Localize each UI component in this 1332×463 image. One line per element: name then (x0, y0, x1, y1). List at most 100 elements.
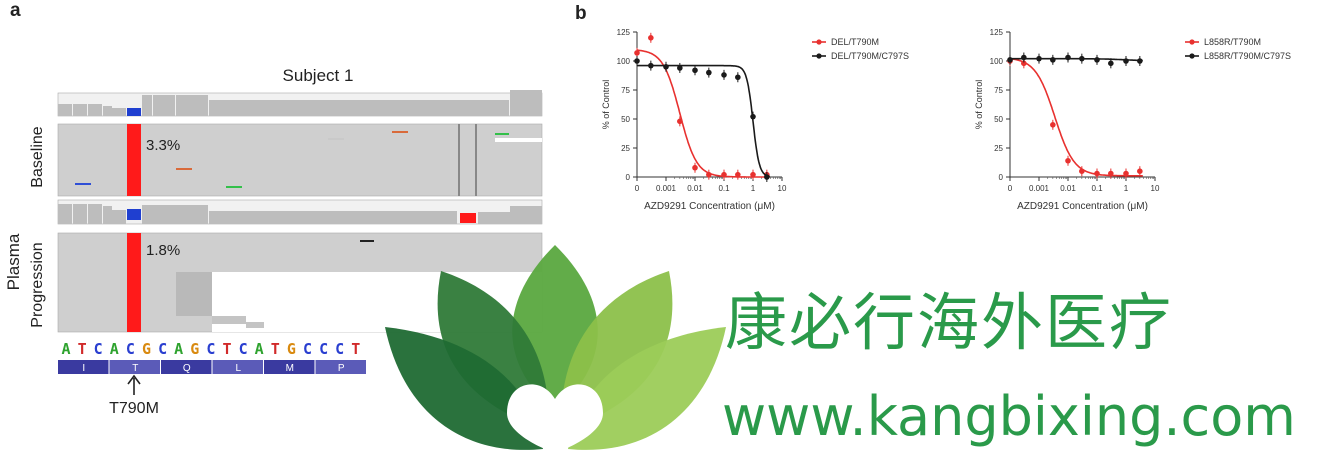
chart2-y-tick-label: 50 (994, 115, 1003, 124)
chart1-marker (648, 35, 654, 41)
chart1-data-point (634, 56, 640, 66)
chart1-data-point (764, 172, 770, 182)
chart2-y-tick-label: 100 (990, 57, 1004, 66)
chart1-y-tick-label: 125 (617, 28, 631, 37)
chart2-marker (1065, 157, 1071, 164)
chart2-data-point (1108, 168, 1114, 179)
chart2-data-point (1079, 53, 1085, 64)
amino-acid-cell (315, 360, 366, 374)
panel-a-label: a (10, 0, 21, 21)
chart1-x-tick-label: 0 (635, 184, 640, 193)
amino-acid-cell (109, 360, 160, 374)
chart1-data-point (692, 65, 698, 76)
chart2-marker (1021, 54, 1027, 61)
chart2-data-point (1036, 53, 1042, 64)
amino-acid-cell (161, 360, 212, 374)
chart2-legend-marker (1189, 39, 1195, 45)
sequence-base: T (271, 340, 280, 358)
chart2-x-tick-label: 0.001 (1029, 184, 1050, 193)
chart2-legend-marker (1189, 53, 1195, 59)
chart2-data-point (1079, 166, 1085, 177)
sequence-base: A (174, 340, 183, 358)
chart1-y-tick-label: 25 (621, 144, 630, 153)
chart1-marker (634, 58, 640, 64)
mutation-arrow (127, 374, 141, 395)
igv-subject-title: Subject 1 (283, 66, 354, 85)
chart1-marker (750, 171, 756, 178)
chart1-data-point (706, 169, 712, 180)
chart1-legend-label: DEL/T790M (831, 37, 879, 47)
chart1-x-tick-label: 0.001 (656, 184, 677, 193)
chart1-marker (634, 50, 640, 56)
chart1-data-point (677, 62, 683, 73)
sequence-base: C (239, 340, 248, 358)
baseline-mutation-bar (127, 124, 141, 196)
chart1-data-point (706, 67, 712, 78)
amino-acid-cell (264, 360, 315, 374)
chart1-data-point (648, 32, 654, 43)
chart1-marker (692, 164, 698, 171)
mutation-label: T790M (109, 400, 159, 417)
amino-acid-label: Q (183, 363, 191, 374)
watermark-url-text: www.kangbixing.com (722, 385, 1296, 448)
chart2-marker (1123, 58, 1129, 64)
igv-baseline-label: Baseline (29, 126, 46, 187)
chart1-data-point (721, 69, 727, 80)
chart2-marker (1123, 170, 1129, 177)
chart2-fit-curve-1 (1010, 57, 1143, 62)
amino-acid-label: M (286, 363, 294, 374)
chart1-data-point (735, 169, 741, 180)
chart2-data-point (1094, 54, 1100, 65)
chart1-marker (721, 171, 727, 178)
sequence-base: C (94, 340, 103, 358)
chart1-data-point (721, 169, 727, 180)
chart2-fit-curve-0 (1010, 57, 1143, 177)
chart1-data-point (692, 162, 698, 173)
progression-allele-frequency: 1.8% (146, 242, 180, 259)
amino-acid-label: T (132, 363, 138, 374)
dose-response-chart-1: 0 25 50 75 100 125 0 0.001 0.01 0.1 1 10 % of Contro… (601, 28, 909, 212)
chart2-marker (1021, 60, 1027, 67)
sequence-base: A (61, 340, 70, 358)
amino-acid-label: L (235, 363, 241, 374)
chart2-data-point (1123, 168, 1129, 179)
sequence-base: A (110, 340, 119, 358)
chart2-y-tick-label: 0 (999, 173, 1004, 182)
chart1-legend-label: DEL/T790M/C797S (831, 51, 909, 61)
amino-acid-label: I (82, 363, 85, 374)
chart2-marker (1079, 168, 1085, 174)
chart2-marker (1094, 57, 1100, 63)
chart2-data-point (1123, 56, 1129, 66)
chart2-marker (1050, 57, 1056, 63)
baseline-ref-base-marker (127, 108, 141, 116)
chart2-marker (1137, 58, 1143, 64)
chart2-data-point (1137, 166, 1143, 177)
chart2-marker (1094, 170, 1100, 177)
chart1-marker (677, 65, 683, 71)
chart1-y-tick-label: 0 (626, 173, 631, 182)
amino-acid-cell (58, 360, 109, 374)
chart1-marker (735, 74, 741, 81)
igv-plasma-label: Plasma (4, 233, 23, 290)
chart1-marker (706, 171, 712, 178)
panel-b-label: b (575, 3, 587, 24)
chart1-marker (750, 113, 756, 120)
chart1-y-tick-label: 50 (621, 115, 630, 124)
chart1-marker (692, 67, 698, 74)
chart1-y-tick-label: 75 (621, 86, 630, 95)
baseline-coverage-track (58, 90, 542, 116)
chart1-data-point (750, 111, 756, 122)
amino-acid-cell (212, 360, 263, 374)
chart2-marker (1108, 170, 1114, 177)
chart2-x-tick-label: 0.01 (1060, 184, 1076, 193)
chart1-y-tick-label: 100 (617, 57, 631, 66)
heart-icon (507, 384, 603, 453)
sequence-base: A (255, 340, 264, 358)
chart2-y-tick-label: 125 (990, 28, 1004, 37)
chart2-marker (1137, 168, 1143, 174)
chart2-y-tick-label: 25 (994, 144, 1003, 153)
sequence-base: C (126, 340, 135, 358)
chart2-y-tick-label: 75 (994, 86, 1003, 95)
